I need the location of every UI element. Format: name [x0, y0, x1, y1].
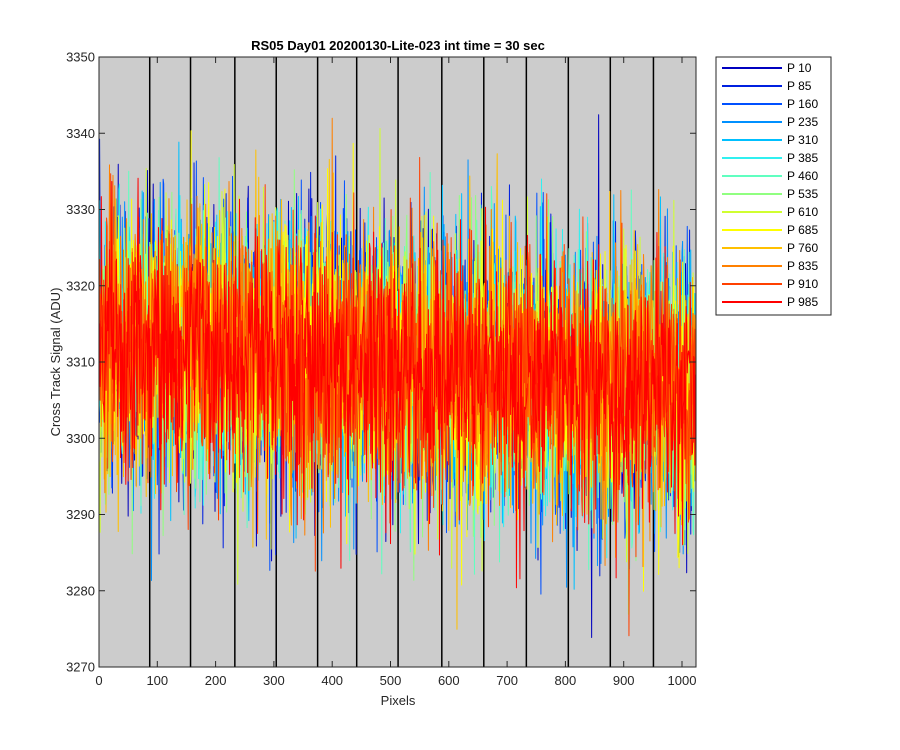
legend-label-8: P 610 [787, 205, 818, 219]
series-line-p-985 [98, 177, 696, 589]
x-tick-label-5: 500 [380, 673, 402, 688]
x-tick-label-10: 1000 [668, 673, 697, 688]
axes: 0 100 200 300 400 500 600 700 800 900 1000 3270 3280… [66, 50, 697, 688]
legend-label-2: P 160 [787, 97, 818, 111]
y-tick-label-6: 3330 [66, 202, 95, 217]
legend-label-6: P 460 [787, 169, 818, 183]
y-tick-label-1: 3280 [66, 583, 95, 598]
legend: P 10 P 85 P 160 P 235 P 310 P 385 P 460 P 535 P … [715, 56, 832, 316]
legend-label-1: P 85 [787, 79, 812, 93]
x-tick-label-4: 400 [321, 673, 343, 688]
legend-label-9: P 685 [787, 223, 818, 237]
x-tick-label-6: 600 [438, 673, 460, 688]
chart-title: RS05 Day01 20200130-Lite-023 int time = … [251, 38, 545, 53]
x-tick-label-3: 300 [263, 673, 285, 688]
legend-label-10: P 760 [787, 241, 818, 255]
legend-box [715, 56, 832, 316]
y-tick-label-2: 3290 [66, 507, 95, 522]
legend-label-7: P 535 [787, 187, 818, 201]
x-tick-label-9: 900 [613, 673, 635, 688]
x-tick-label-0: 0 [95, 673, 102, 688]
x-axis-label: Pixels [381, 693, 416, 708]
legend-label-11: P 835 [787, 259, 818, 273]
y-tick-label-4: 3310 [66, 355, 95, 370]
legend-label-12: P 910 [787, 277, 818, 291]
y-tick-label-3: 3300 [66, 431, 95, 446]
legend-label-3: P 235 [787, 115, 818, 129]
y-tick-label-0: 3270 [66, 660, 95, 675]
legend-label-13: P 985 [787, 295, 818, 309]
y-tick-label-5: 3320 [66, 278, 95, 293]
series-group [98, 114, 696, 638]
legend-label-0: P 10 [787, 61, 812, 75]
x-tick-label-7: 700 [496, 673, 518, 688]
x-tick-label-2: 200 [205, 673, 227, 688]
legend-label-4: P 310 [787, 133, 818, 147]
y-tick-label-7: 3340 [66, 126, 95, 141]
x-tick-label-8: 800 [555, 673, 577, 688]
y-tick-label-8: 3350 [66, 50, 95, 65]
x-tick-label-1: 100 [146, 673, 168, 688]
legend-label-5: P 385 [787, 151, 818, 165]
y-axis-label: Cross Track Signal (ADU) [48, 288, 63, 437]
